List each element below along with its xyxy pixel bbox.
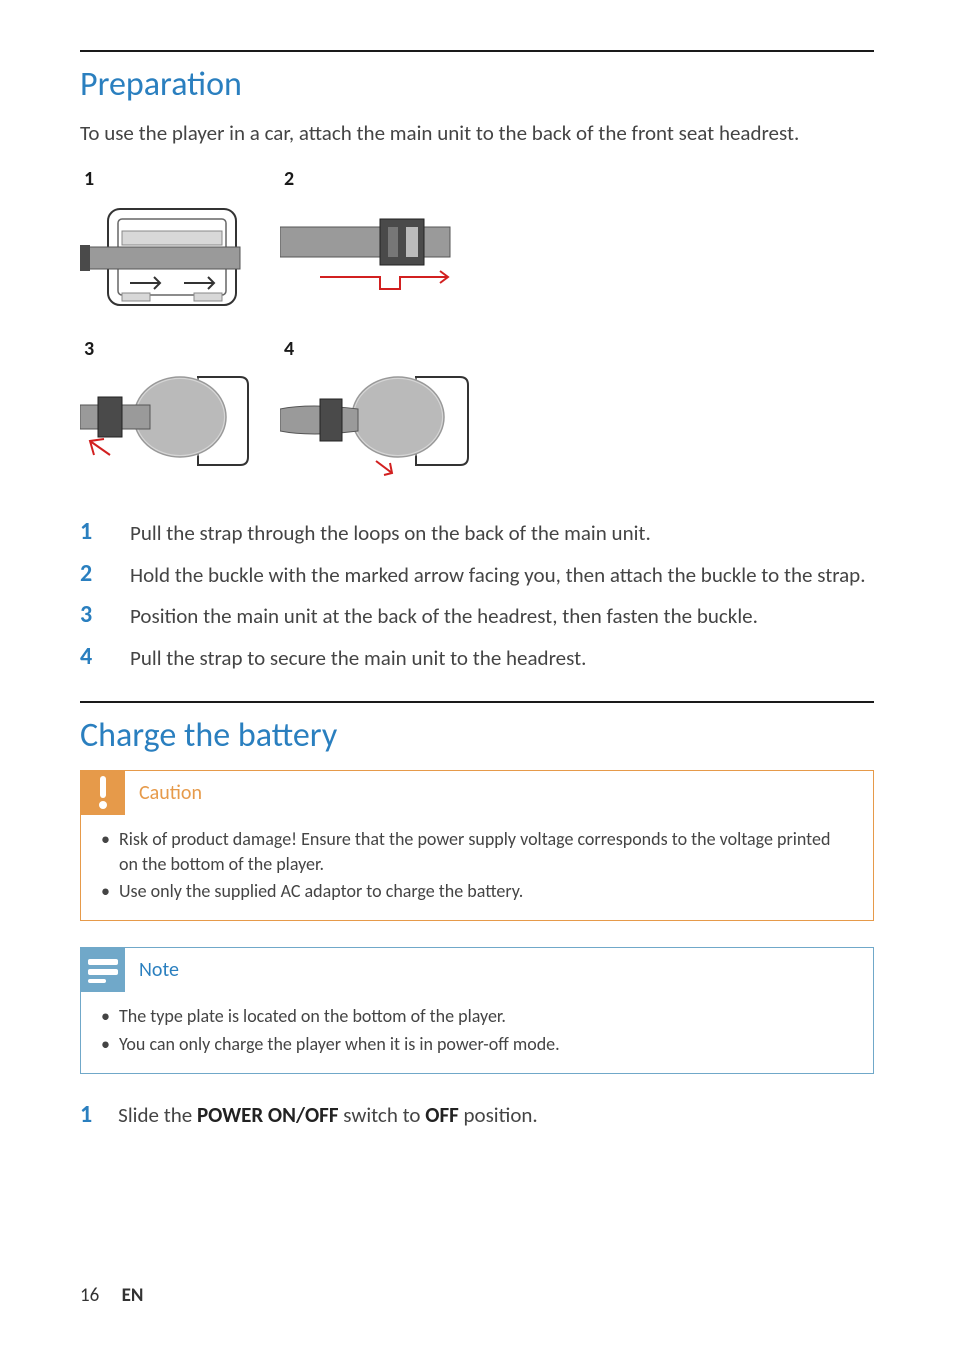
diagram-2-image <box>280 197 480 317</box>
preparation-steps: 1 Pull the strap through the loops on th… <box>80 517 874 673</box>
diagram-1-image <box>80 197 280 317</box>
note-title: Note <box>139 958 179 982</box>
page-footer: 16 EN <box>80 1284 143 1307</box>
note-header: Note <box>81 948 873 992</box>
step-1: 1 Pull the strap through the loops on th… <box>80 517 874 548</box>
step-4: 4 Pull the strap to secure the main unit… <box>80 642 874 673</box>
section-rule <box>80 701 874 703</box>
caution-box: Caution Risk of product damage! Ensure t… <box>80 770 874 922</box>
text-part: switch to <box>338 1102 425 1128</box>
diagram-3-image <box>80 367 280 487</box>
caution-body: Risk of product damage! Ensure that the … <box>81 815 873 921</box>
step-num: 1 <box>80 517 130 546</box>
step-num: 1 <box>80 1100 92 1129</box>
caution-header: Caution <box>81 771 873 815</box>
charge-step-1: 1 Slide the POWER ON/OFF switch to OFF p… <box>80 1100 874 1129</box>
diagram-2-label: 2 <box>280 167 480 191</box>
caution-icon <box>81 771 125 815</box>
text-bold: POWER ON/OFF <box>197 1102 339 1128</box>
diagram-3-label: 3 <box>80 337 280 361</box>
section-title-charge: Charge the battery <box>80 715 874 756</box>
note-item: The type plate is located on the bottom … <box>101 1004 853 1029</box>
diagram-2: 2 <box>280 167 480 317</box>
note-item: You can only charge the player when it i… <box>101 1032 853 1057</box>
diagram-grid: 1 2 <box>80 167 874 487</box>
diagram-4-image <box>280 367 480 487</box>
step-text: Pull the strap to secure the main unit t… <box>130 642 586 673</box>
diagram-3: 3 <box>80 337 280 487</box>
note-icon <box>81 948 125 992</box>
step-text: Pull the strap through the loops on the … <box>130 517 651 548</box>
diagram-4: 4 <box>280 337 480 487</box>
step-text: Hold the buckle with the marked arrow fa… <box>130 559 866 590</box>
language-code: EN <box>122 1284 144 1307</box>
step-num: 4 <box>80 642 130 671</box>
step-text: Slide the POWER ON/OFF switch to OFF pos… <box>118 1102 538 1128</box>
text-part: Slide the <box>118 1102 197 1128</box>
caution-title: Caution <box>139 781 202 805</box>
text-bold: OFF <box>425 1102 458 1128</box>
caution-item: Use only the supplied AC adaptor to char… <box>101 879 853 904</box>
section-rule <box>80 50 874 52</box>
section-title-preparation: Preparation <box>80 64 874 105</box>
page-number: 16 <box>80 1284 99 1307</box>
step-2: 2 Hold the buckle with the marked arrow … <box>80 559 874 590</box>
step-num: 3 <box>80 600 130 629</box>
note-box: Note The type plate is located on the bo… <box>80 947 874 1073</box>
diagram-1-label: 1 <box>80 167 280 191</box>
caution-item: Risk of product damage! Ensure that the … <box>101 827 853 877</box>
diagram-4-label: 4 <box>280 337 480 361</box>
preparation-intro: To use the player in a car, attach the m… <box>80 119 874 147</box>
step-3: 3 Position the main unit at the back of … <box>80 600 874 631</box>
diagram-1: 1 <box>80 167 280 317</box>
step-num: 2 <box>80 559 130 588</box>
text-part: position. <box>459 1102 538 1128</box>
note-body: The type plate is located on the bottom … <box>81 992 873 1072</box>
step-text: Position the main unit at the back of th… <box>130 600 758 631</box>
